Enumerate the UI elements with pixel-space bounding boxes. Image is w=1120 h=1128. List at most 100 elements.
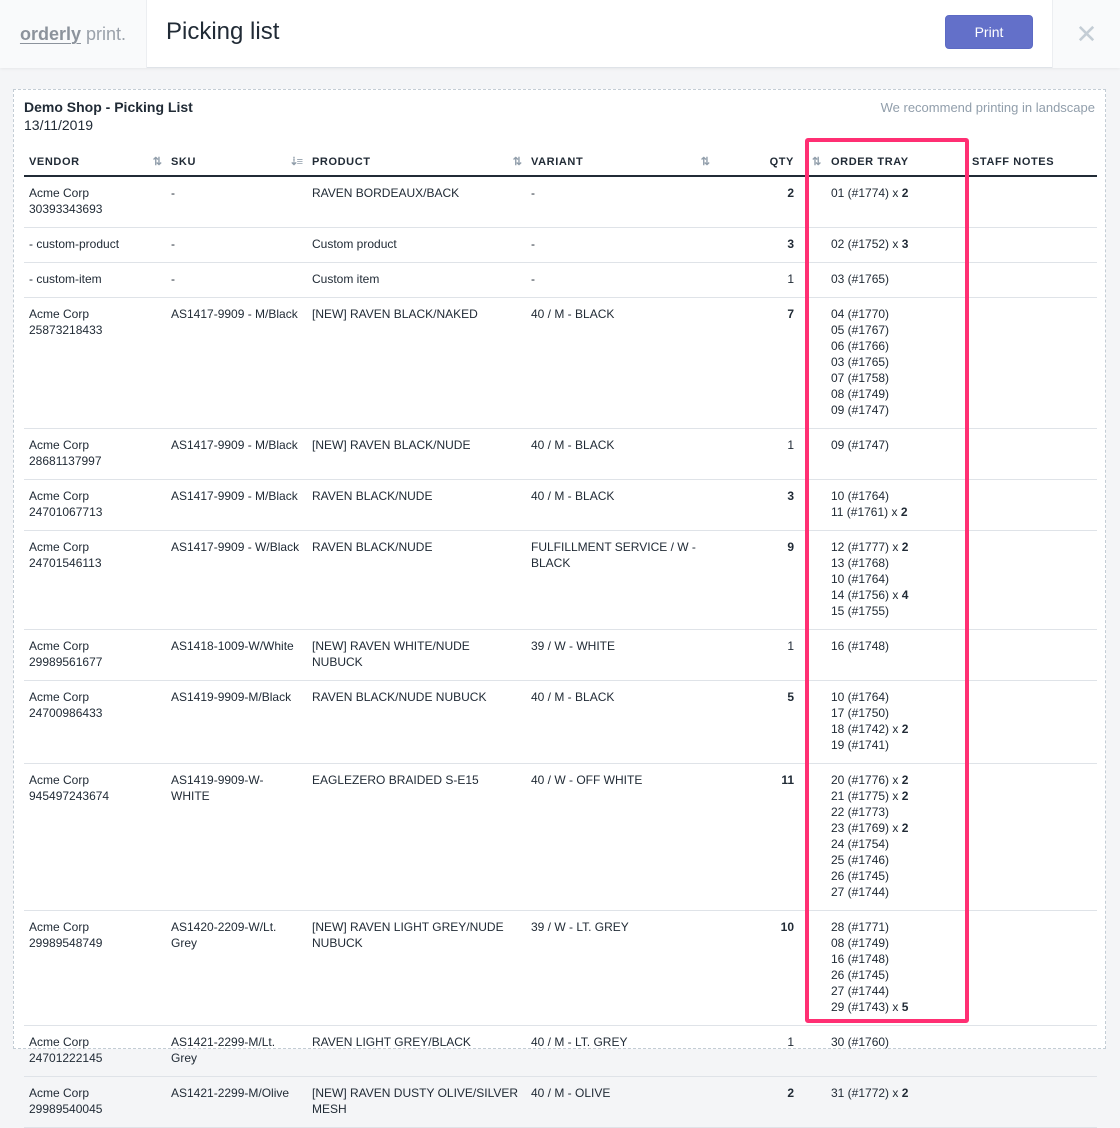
tray-entry: 15 (#1755) [831,604,890,618]
column-header-variant[interactable]: VARIANT ⇅ [526,148,714,177]
sort-icon[interactable]: ⇅ [812,156,821,168]
tray-entry: 13 (#1768) [831,556,890,570]
vendor-cell: Acme Corp 945497243674 [24,763,166,911]
sort-icon[interactable]: ⇅ [152,156,162,168]
sku-cell: AS1417-9909 - W/Black [166,530,307,630]
qty-cell: 2 [714,176,804,228]
staff-notes-cell[interactable] [967,910,1097,1026]
order-tray-cell: 01 (#1774) x 2 [804,176,967,228]
table-row: Acme Corp 24701067713 AS1417-9909 - M/Blac… [24,479,1097,531]
staff-notes-cell[interactable] [967,176,1097,228]
order-tray-cell: 09 (#1747) [804,428,967,480]
column-header-staff-notes: STAFF NOTES [967,148,1097,177]
vendor-cell: Acme Corp 24701067713 [24,479,166,531]
close-button[interactable]: ✕ [1052,0,1120,68]
variant-cell: 40 / M - BLACK [526,428,714,480]
staff-notes-cell[interactable] [967,227,1097,263]
column-header-product[interactable]: PRODUCT ⇅ [307,148,526,177]
sort-icon[interactable]: ⇅ [700,156,710,168]
sku-cell: - [166,227,307,263]
column-header-order-tray[interactable]: ORDER TRAY ⇅ [804,148,967,177]
vendor-cell: Acme Corp 29989561677 [24,629,166,681]
tray-entry: 10 (#1764) [831,489,890,503]
staff-notes-cell[interactable] [967,530,1097,630]
variant-cell: - [526,262,714,298]
qty-cell: 1 [714,629,804,681]
product-cell: [NEW] RAVEN WHITE/NUDE NUBUCK [307,629,526,681]
product-cell: RAVEN BLACK/NUDE [307,479,526,531]
tray-entry: 22 (#1773) [831,805,890,819]
table-row: Acme Corp 24701546113 AS1417-9909 - W/Blac… [24,530,1097,630]
table-row: Acme Corp 29989561677 AS1418-1009-W/White[… [24,629,1097,681]
list-date: 13/11/2019 [24,117,94,133]
order-tray-cell: 03 (#1765) [804,262,967,298]
variant-cell: 40 / M - BLACK [526,479,714,531]
vendor-cell: Acme Corp 24701222145 [24,1025,166,1077]
staff-notes-cell[interactable] [967,680,1097,764]
page-title: Picking list [166,18,280,45]
staff-notes-cell[interactable] [967,1076,1097,1128]
staff-notes-cell[interactable] [967,763,1097,911]
sku-cell: AS1421-2299-M/Lt. Grey [166,1025,307,1077]
sort-icon[interactable]: ⇅ [512,156,522,168]
qty-cell: 7 [714,297,804,429]
sku-cell: AS1419-9909-M/Black [166,680,307,764]
staff-notes-cell[interactable] [967,428,1097,480]
qty-cell: 3 [714,479,804,531]
product-cell: Custom item [307,262,526,298]
sku-cell: AS1417-9909 - M/Black [166,297,307,429]
vendor-cell: - custom-item [24,262,166,298]
variant-cell: 40 / W - OFF WHITE [526,763,714,911]
sort-icon[interactable]: ⇣≡ [289,156,303,168]
product-cell: [NEW] RAVEN BLACK/NAKED [307,297,526,429]
tray-entry: 03 (#1765) [831,355,890,369]
vendor-cell: Acme Corp 29989548749 [24,910,166,1026]
tray-entry: 23 (#1769) x 2 [831,821,909,835]
tray-entry: 09 (#1747) [831,438,890,452]
picking-list-card: Demo Shop - Picking List 13/11/2019 We r… [13,89,1106,1128]
sku-cell: - [166,176,307,228]
staff-notes-cell[interactable] [967,297,1097,429]
order-tray-cell: 20 (#1776) x 2 21 (#1775) x 2 22 (#1773) 23… [804,763,967,911]
table-row: Acme Corp 24700986433 AS1419-9909-M/Black R… [24,680,1097,764]
landscape-hint: We recommend printing in landscape [880,100,1095,115]
tray-entry: 08 (#1749) [831,936,890,950]
staff-notes-cell[interactable] [967,1025,1097,1077]
staff-notes-cell[interactable] [967,479,1097,531]
variant-cell: - [526,227,714,263]
staff-notes-cell[interactable] [967,262,1097,298]
tray-entry: 09 (#1747) [831,403,890,417]
table-row: Acme Corp 28681137997 AS1417-9909 - M/Blac… [24,428,1097,480]
print-button[interactable]: Print [945,15,1033,49]
qty-cell: 11 [714,763,804,911]
product-cell: [NEW] RAVEN LIGHT GREY/NUDE NUBUCK [307,910,526,1026]
tray-entry: 27 (#1744) [831,984,890,998]
close-icon: ✕ [1075,18,1098,49]
vendor-cell: Acme Corp 29989540045 [24,1076,166,1128]
order-tray-cell: 31 (#1772) x 2 [804,1076,967,1128]
variant-cell: 40 / M - BLACK [526,680,714,764]
tray-entry: 12 (#1777) x 2 [831,540,909,554]
staff-notes-cell[interactable] [967,629,1097,681]
sku-cell: AS1421-2299-M/Olive [166,1076,307,1128]
variant-cell: - [526,176,714,228]
tray-entry: 05 (#1767) [831,323,890,337]
variant-cell: 40 / M - OLIVE [526,1076,714,1128]
tray-entry: 27 (#1744) [831,885,890,899]
table-row: Acme Corp 29989548749 AS1420-2209-W/Lt. Gr… [24,910,1097,1026]
tray-entry: 11 (#1761) x 2 [831,505,908,519]
sku-cell: AS1417-9909 - M/Black [166,428,307,480]
tray-entry: 10 (#1764) [831,572,890,586]
vendor-cell: Acme Corp 28681137997 [24,428,166,480]
tray-entry: 04 (#1770) [831,307,890,321]
sku-cell: - [166,262,307,298]
product-cell: Custom product [307,227,526,263]
tray-entry: 28 (#1771) [831,920,890,934]
sku-cell: AS1419-9909-W-WHITE [166,763,307,911]
column-header-sku[interactable]: SKU ⇣≡ [166,148,307,177]
vendor-cell: Acme Corp 24701546113 [24,530,166,630]
variant-cell: FULFILLMENT SERVICE / W - BLACK [526,530,714,630]
column-header-vendor[interactable]: VENDOR ⇅ [24,148,166,177]
tray-entry: 24 (#1754) [831,837,890,851]
table-row: Acme Corp 945497243674 AS1419-9909-W-WHITE… [24,763,1097,911]
